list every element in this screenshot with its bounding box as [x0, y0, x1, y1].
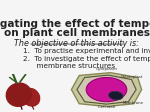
Text: Cytoplasm: Cytoplasm [96, 67, 117, 71]
Ellipse shape [109, 91, 123, 100]
Text: membrane structures: membrane structures [23, 63, 116, 69]
Ellipse shape [6, 83, 31, 106]
Text: Membrane: Membrane [122, 100, 143, 104]
Text: The objective of this activity is:: The objective of this activity is: [14, 39, 139, 48]
Text: Chloroplast: Chloroplast [121, 75, 143, 79]
Polygon shape [77, 75, 136, 104]
Text: 1.  To practise experimental and investigative skills: 1. To practise experimental and investig… [23, 48, 150, 54]
Text: Cell wall: Cell wall [98, 105, 115, 109]
Ellipse shape [86, 78, 127, 102]
Polygon shape [71, 73, 142, 107]
Text: Investigating the effect of temperature: Investigating the effect of temperature [0, 19, 150, 29]
Text: 2.  To investigate the effect of temperature on cell: 2. To investigate the effect of temperat… [23, 56, 150, 62]
Ellipse shape [22, 88, 40, 106]
Text: on plant cell membranes: on plant cell membranes [4, 28, 150, 38]
